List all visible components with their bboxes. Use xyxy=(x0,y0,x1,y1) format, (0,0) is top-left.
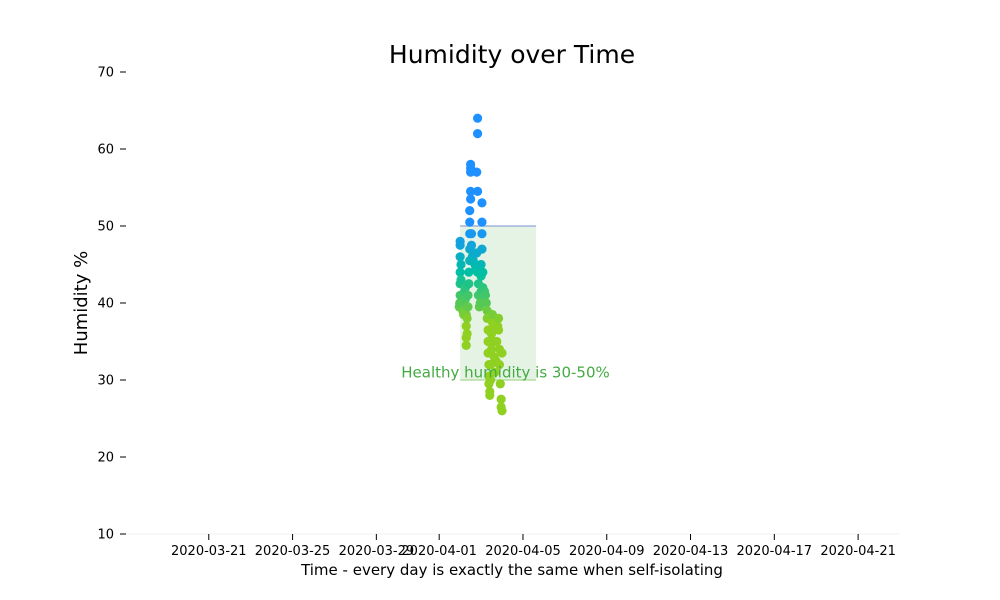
humidity-point xyxy=(462,329,472,339)
humidity-point xyxy=(485,390,495,400)
humidity-point xyxy=(455,252,465,262)
humidity-point xyxy=(477,244,487,254)
humidity-point xyxy=(456,259,466,270)
humidity-point xyxy=(486,375,496,385)
humidity-point xyxy=(472,129,483,139)
humidity-point xyxy=(486,329,497,339)
humidity-point xyxy=(495,379,505,389)
humidity-point xyxy=(466,186,476,196)
humidity-point xyxy=(480,290,491,300)
x-tick-label: 2020-04-05 xyxy=(485,544,561,559)
humidity-point xyxy=(497,348,507,358)
humidity-point xyxy=(455,267,465,277)
humidity-point xyxy=(477,198,487,208)
humidity-point xyxy=(481,298,491,308)
humidity-point xyxy=(492,336,502,347)
humidity-point xyxy=(493,313,504,323)
humidity-point xyxy=(497,406,507,416)
humidity-points xyxy=(454,113,507,416)
healthy-humidity-annotation: Healthy humidity is 30-50% xyxy=(401,363,610,381)
x-tick-label: 2020-03-25 xyxy=(255,544,331,559)
chart-title: Humidity over Time xyxy=(389,40,635,69)
humidity-point xyxy=(472,186,483,196)
x-tick-label: 2020-03-29 xyxy=(339,544,415,559)
humidity-point xyxy=(477,217,487,227)
humidity-point xyxy=(466,159,476,169)
x-tick-label: 2020-03-21 xyxy=(171,544,247,559)
humidity-point xyxy=(461,321,471,331)
x-tick-label: 2020-04-21 xyxy=(820,544,896,559)
humidity-point xyxy=(490,367,500,377)
y-axis-ticks: 10 20 30 40 50 60 70 xyxy=(97,66,126,543)
humidity-point xyxy=(476,259,486,270)
humidity-point xyxy=(486,344,497,354)
y-tick-label: 40 xyxy=(97,297,114,312)
x-axis-ticks: 2020-03-21 2020-03-25 2020-03-292020-04-01… xyxy=(171,534,896,559)
humidity-point xyxy=(478,267,488,277)
y-tick-label: 20 xyxy=(97,451,114,466)
humidity-point xyxy=(463,290,473,300)
humidity-point xyxy=(493,325,504,335)
humidity-point xyxy=(466,194,476,204)
x-tick-label: 2020-04-09 xyxy=(569,544,645,559)
humidity-point xyxy=(463,302,473,312)
y-tick-label: 10 xyxy=(97,528,114,543)
humidity-point xyxy=(461,340,471,350)
humidity-point xyxy=(472,113,483,123)
humidity-point xyxy=(465,217,475,227)
y-tick-label: 70 xyxy=(97,66,114,81)
humidity-point xyxy=(464,267,474,277)
x-axis-label: Time - every day is exactly the same whe… xyxy=(300,561,723,579)
humidity-point xyxy=(462,313,472,323)
humidity-point xyxy=(496,394,506,404)
y-tick-label: 30 xyxy=(97,374,114,389)
humidity-point xyxy=(477,229,487,239)
humidity-point xyxy=(494,360,505,370)
x-tick-label: 2020-04-13 xyxy=(653,544,729,559)
humidity-point xyxy=(455,236,465,246)
humidity-point xyxy=(466,229,477,239)
y-axis-label: Humidity % xyxy=(71,251,92,355)
humidity-point xyxy=(472,167,482,177)
y-tick-label: 60 xyxy=(97,143,114,158)
y-tick-label: 50 xyxy=(97,220,114,235)
x-tick-label: 2020-04-17 xyxy=(737,544,813,559)
humidity-point xyxy=(464,279,474,289)
humidity-point xyxy=(465,206,475,216)
x-tick-label: 2020-04-01 xyxy=(401,544,477,559)
humidity-point xyxy=(466,240,477,250)
humidity-point xyxy=(456,275,466,285)
